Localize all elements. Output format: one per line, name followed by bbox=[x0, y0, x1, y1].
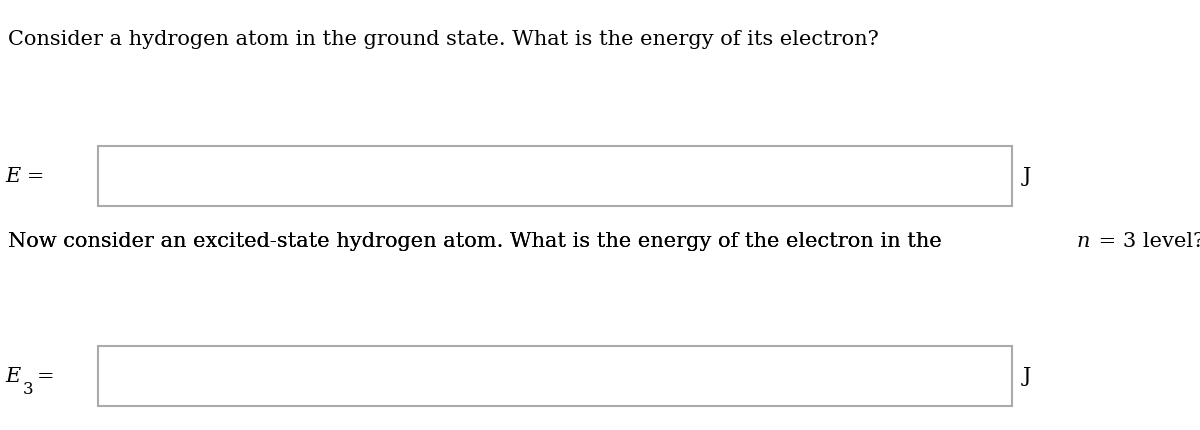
Text: E =: E = bbox=[5, 167, 44, 186]
Text: E: E bbox=[5, 367, 20, 386]
Text: = 3 level?: = 3 level? bbox=[1092, 232, 1200, 251]
Text: Now consider an excited-state hydrogen atom. What is the energy of the electron : Now consider an excited-state hydrogen a… bbox=[8, 232, 949, 251]
Text: =: = bbox=[37, 367, 55, 386]
Text: Consider a hydrogen atom in the ground state. What is the energy of its electron: Consider a hydrogen atom in the ground s… bbox=[8, 30, 880, 49]
FancyBboxPatch shape bbox=[98, 146, 1012, 206]
Text: n: n bbox=[1076, 232, 1090, 251]
FancyBboxPatch shape bbox=[98, 346, 1012, 406]
Text: J: J bbox=[1022, 167, 1031, 186]
Text: Now consider an excited-state hydrogen atom. What is the energy of the electron : Now consider an excited-state hydrogen a… bbox=[8, 232, 949, 251]
Text: J: J bbox=[1022, 367, 1031, 386]
Text: 3: 3 bbox=[23, 381, 34, 398]
